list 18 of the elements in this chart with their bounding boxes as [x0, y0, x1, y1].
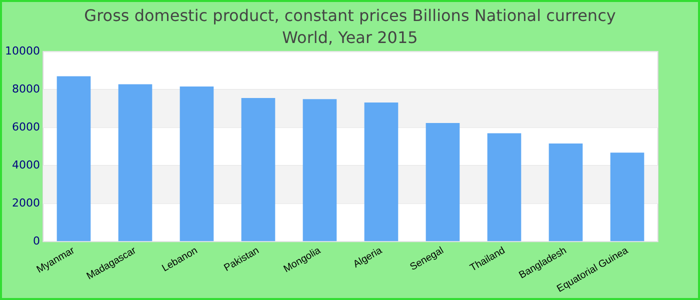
bar — [56, 76, 91, 242]
bar — [180, 86, 214, 242]
y-tick-label: 2000 — [12, 196, 40, 210]
bar — [302, 99, 337, 242]
chart-title: Gross domestic product, constant prices Billions National currency — [83, 5, 617, 27]
y-tick-label: 8000 — [12, 82, 40, 96]
bar — [487, 133, 522, 242]
y-tick-label: 10000 — [4, 44, 40, 58]
chart-subtitle: World, Year 2015 — [282, 28, 418, 47]
bar — [426, 123, 460, 242]
bar — [241, 98, 276, 242]
bar — [118, 84, 152, 242]
bar — [548, 144, 583, 242]
bar — [610, 152, 644, 242]
y-tick-label: 6000 — [12, 120, 40, 134]
bar — [364, 102, 398, 242]
y-tick-label: 4000 — [12, 158, 40, 172]
y-tick-label: 0 — [32, 234, 40, 248]
